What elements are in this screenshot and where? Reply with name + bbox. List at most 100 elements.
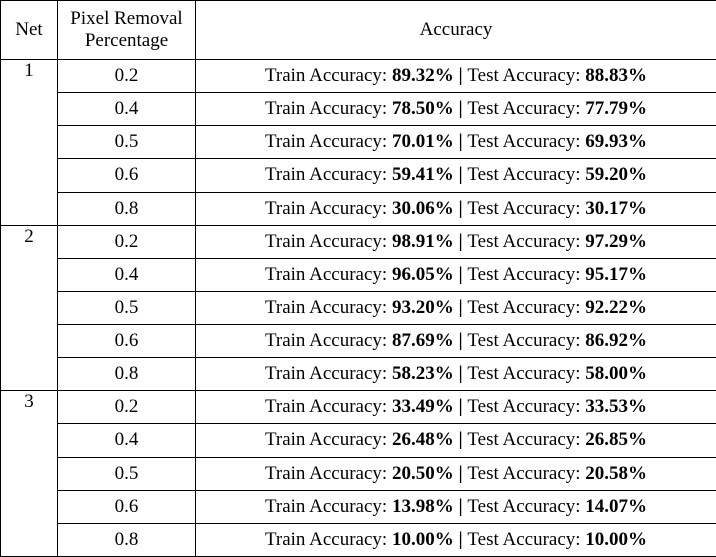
train-label: Train Accuracy:	[264, 528, 392, 550]
train-accuracy-value: 58.23%	[391, 363, 454, 385]
separator: |	[453, 197, 468, 219]
test-accuracy-value: 92.22%	[585, 296, 648, 318]
train-label: Train Accuracy:	[264, 330, 392, 352]
train-label: Train Accuracy:	[264, 263, 392, 285]
pixel-removal-cell: 0.5	[57, 290, 196, 326]
pixel-removal-cell: 0.2	[57, 390, 196, 425]
pixel-removal-cell: 0.5	[57, 125, 196, 160]
table-row: 1 0.2 Train Accuracy: 89.32% | Test Accura…	[0, 58, 716, 226]
train-accuracy-value: 89.32%	[391, 65, 454, 87]
train-accuracy-value: 98.91%	[391, 230, 454, 252]
table-row: 0.8 Train Accuracy: 10.00% | Test Accurac…	[1, 522, 716, 557]
separator: |	[453, 495, 468, 517]
test-accuracy-value: 26.85%	[585, 429, 648, 451]
test-label: Test Accuracy:	[467, 296, 586, 318]
table-row: 0.4 Train Accuracy: 26.48% | Test Accurac…	[1, 423, 716, 458]
pixel-removal-cell: 0.2	[57, 224, 196, 259]
test-accuracy-value: 88.83%	[585, 65, 648, 87]
train-label: Train Accuracy:	[264, 164, 392, 186]
table-row: 0.4 Train Accuracy: 78.50% | Test Accurac…	[1, 92, 716, 127]
accuracy-cell: Train Accuracy: 87.69% | Test Accuracy: …	[195, 323, 716, 359]
pixel-removal-cell: 0.8	[57, 522, 196, 557]
pixel-removal-cell: 0.6	[57, 158, 196, 193]
table-row: 0.8 Train Accuracy: 30.06% | Test Accurac…	[1, 191, 716, 226]
separator: |	[453, 330, 468, 352]
train-accuracy-value: 10.00%	[391, 528, 454, 550]
train-label: Train Accuracy:	[264, 296, 392, 318]
accuracy-cell: Train Accuracy: 70.01% | Test Accuracy: …	[195, 125, 716, 160]
train-accuracy-value: 59.41%	[391, 164, 454, 186]
train-accuracy-value: 87.69%	[391, 330, 454, 352]
train-label: Train Accuracy:	[264, 65, 392, 87]
train-label: Train Accuracy:	[264, 429, 392, 451]
train-label: Train Accuracy:	[264, 98, 392, 120]
separator: |	[453, 98, 468, 120]
table-row: 0.6 Train Accuracy: 59.41% | Test Accurac…	[1, 158, 716, 193]
test-accuracy-value: 95.17%	[585, 263, 648, 285]
train-label: Train Accuracy:	[264, 462, 392, 484]
test-label: Test Accuracy:	[467, 363, 586, 385]
table-row: 0.8 Train Accuracy: 58.23% | Test Accurac…	[1, 357, 716, 392]
test-accuracy-value: 20.58%	[585, 462, 648, 484]
train-label: Train Accuracy:	[264, 197, 392, 219]
test-accuracy-value: 59.20%	[585, 164, 648, 186]
table-row: 0.5 Train Accuracy: 70.01% | Test Accurac…	[1, 125, 716, 160]
train-accuracy-value: 13.98%	[391, 495, 454, 517]
separator: |	[453, 164, 468, 186]
train-accuracy-value: 20.50%	[391, 462, 454, 484]
test-label: Test Accuracy:	[467, 164, 586, 186]
accuracy-cell: Train Accuracy: 59.41% | Test Accuracy: …	[195, 158, 716, 193]
test-label: Test Accuracy:	[467, 396, 586, 418]
test-accuracy-value: 10.00%	[585, 528, 648, 550]
net-cell: 2	[0, 224, 58, 392]
test-accuracy-value: 58.00%	[585, 363, 648, 385]
test-label: Test Accuracy:	[467, 65, 586, 87]
table-row: 0.6 Train Accuracy: 87.69% | Test Accurac…	[1, 323, 716, 359]
separator: |	[453, 263, 468, 285]
test-label: Test Accuracy:	[467, 131, 586, 153]
train-accuracy-value: 93.20%	[391, 296, 454, 318]
separator: |	[453, 65, 468, 87]
header-accuracy: Accuracy	[195, 0, 716, 60]
test-label: Test Accuracy:	[467, 330, 586, 352]
table-row: 2 0.2 Train Accuracy: 98.91% | Test Accura…	[0, 224, 716, 392]
separator: |	[453, 230, 468, 252]
accuracy-cell: Train Accuracy: 33.49% | Test Accuracy: …	[195, 390, 716, 425]
train-accuracy-value: 70.01%	[391, 131, 454, 153]
test-accuracy-value: 69.93%	[585, 131, 648, 153]
net-cell: 3	[0, 390, 58, 557]
net-cell: 1	[0, 59, 58, 226]
separator: |	[453, 363, 468, 385]
test-accuracy-value: 14.07%	[585, 495, 648, 517]
header-net: Net	[0, 0, 58, 60]
test-label: Test Accuracy:	[467, 98, 586, 120]
separator: |	[453, 131, 468, 153]
pixel-removal-cell: 0.4	[57, 92, 196, 127]
train-accuracy-value: 26.48%	[391, 429, 454, 451]
test-accuracy-value: 97.29%	[585, 230, 648, 252]
separator: |	[453, 462, 468, 484]
test-accuracy-value: 30.17%	[585, 197, 648, 219]
accuracy-cell: Train Accuracy: 89.32% | Test Accuracy: …	[195, 58, 716, 94]
table-row: 0.6 Train Accuracy: 13.98% | Test Accurac…	[1, 489, 716, 524]
train-accuracy-value: 96.05%	[391, 263, 454, 285]
train-accuracy-value: 33.49%	[391, 396, 454, 418]
table-row: 0.5 Train Accuracy: 93.20% | Test Accurac…	[1, 290, 716, 326]
table-body: 1 0.2 Train Accuracy: 89.32% | Test Accura…	[0, 58, 716, 557]
pixel-removal-cell: 0.2	[57, 58, 196, 94]
test-label: Test Accuracy:	[467, 263, 586, 285]
test-accuracy-value: 33.53%	[585, 396, 648, 418]
accuracy-cell: Train Accuracy: 78.50% | Test Accuracy: …	[195, 92, 716, 127]
test-accuracy-value: 86.92%	[585, 330, 648, 352]
pixel-removal-cell: 0.5	[57, 456, 196, 491]
pixel-removal-cell: 0.8	[57, 357, 196, 392]
header-row: Net Pixel Removal Percentage Accuracy	[0, 0, 716, 60]
test-label: Test Accuracy:	[467, 462, 586, 484]
table-row: 3 0.2 Train Accuracy: 33.49% | Test Accura…	[0, 390, 716, 557]
train-accuracy-value: 30.06%	[391, 197, 454, 219]
train-label: Train Accuracy:	[264, 363, 392, 385]
test-label: Test Accuracy:	[467, 495, 586, 517]
test-label: Test Accuracy:	[467, 230, 586, 252]
accuracy-cell: Train Accuracy: 96.05% | Test Accuracy: …	[195, 257, 716, 292]
